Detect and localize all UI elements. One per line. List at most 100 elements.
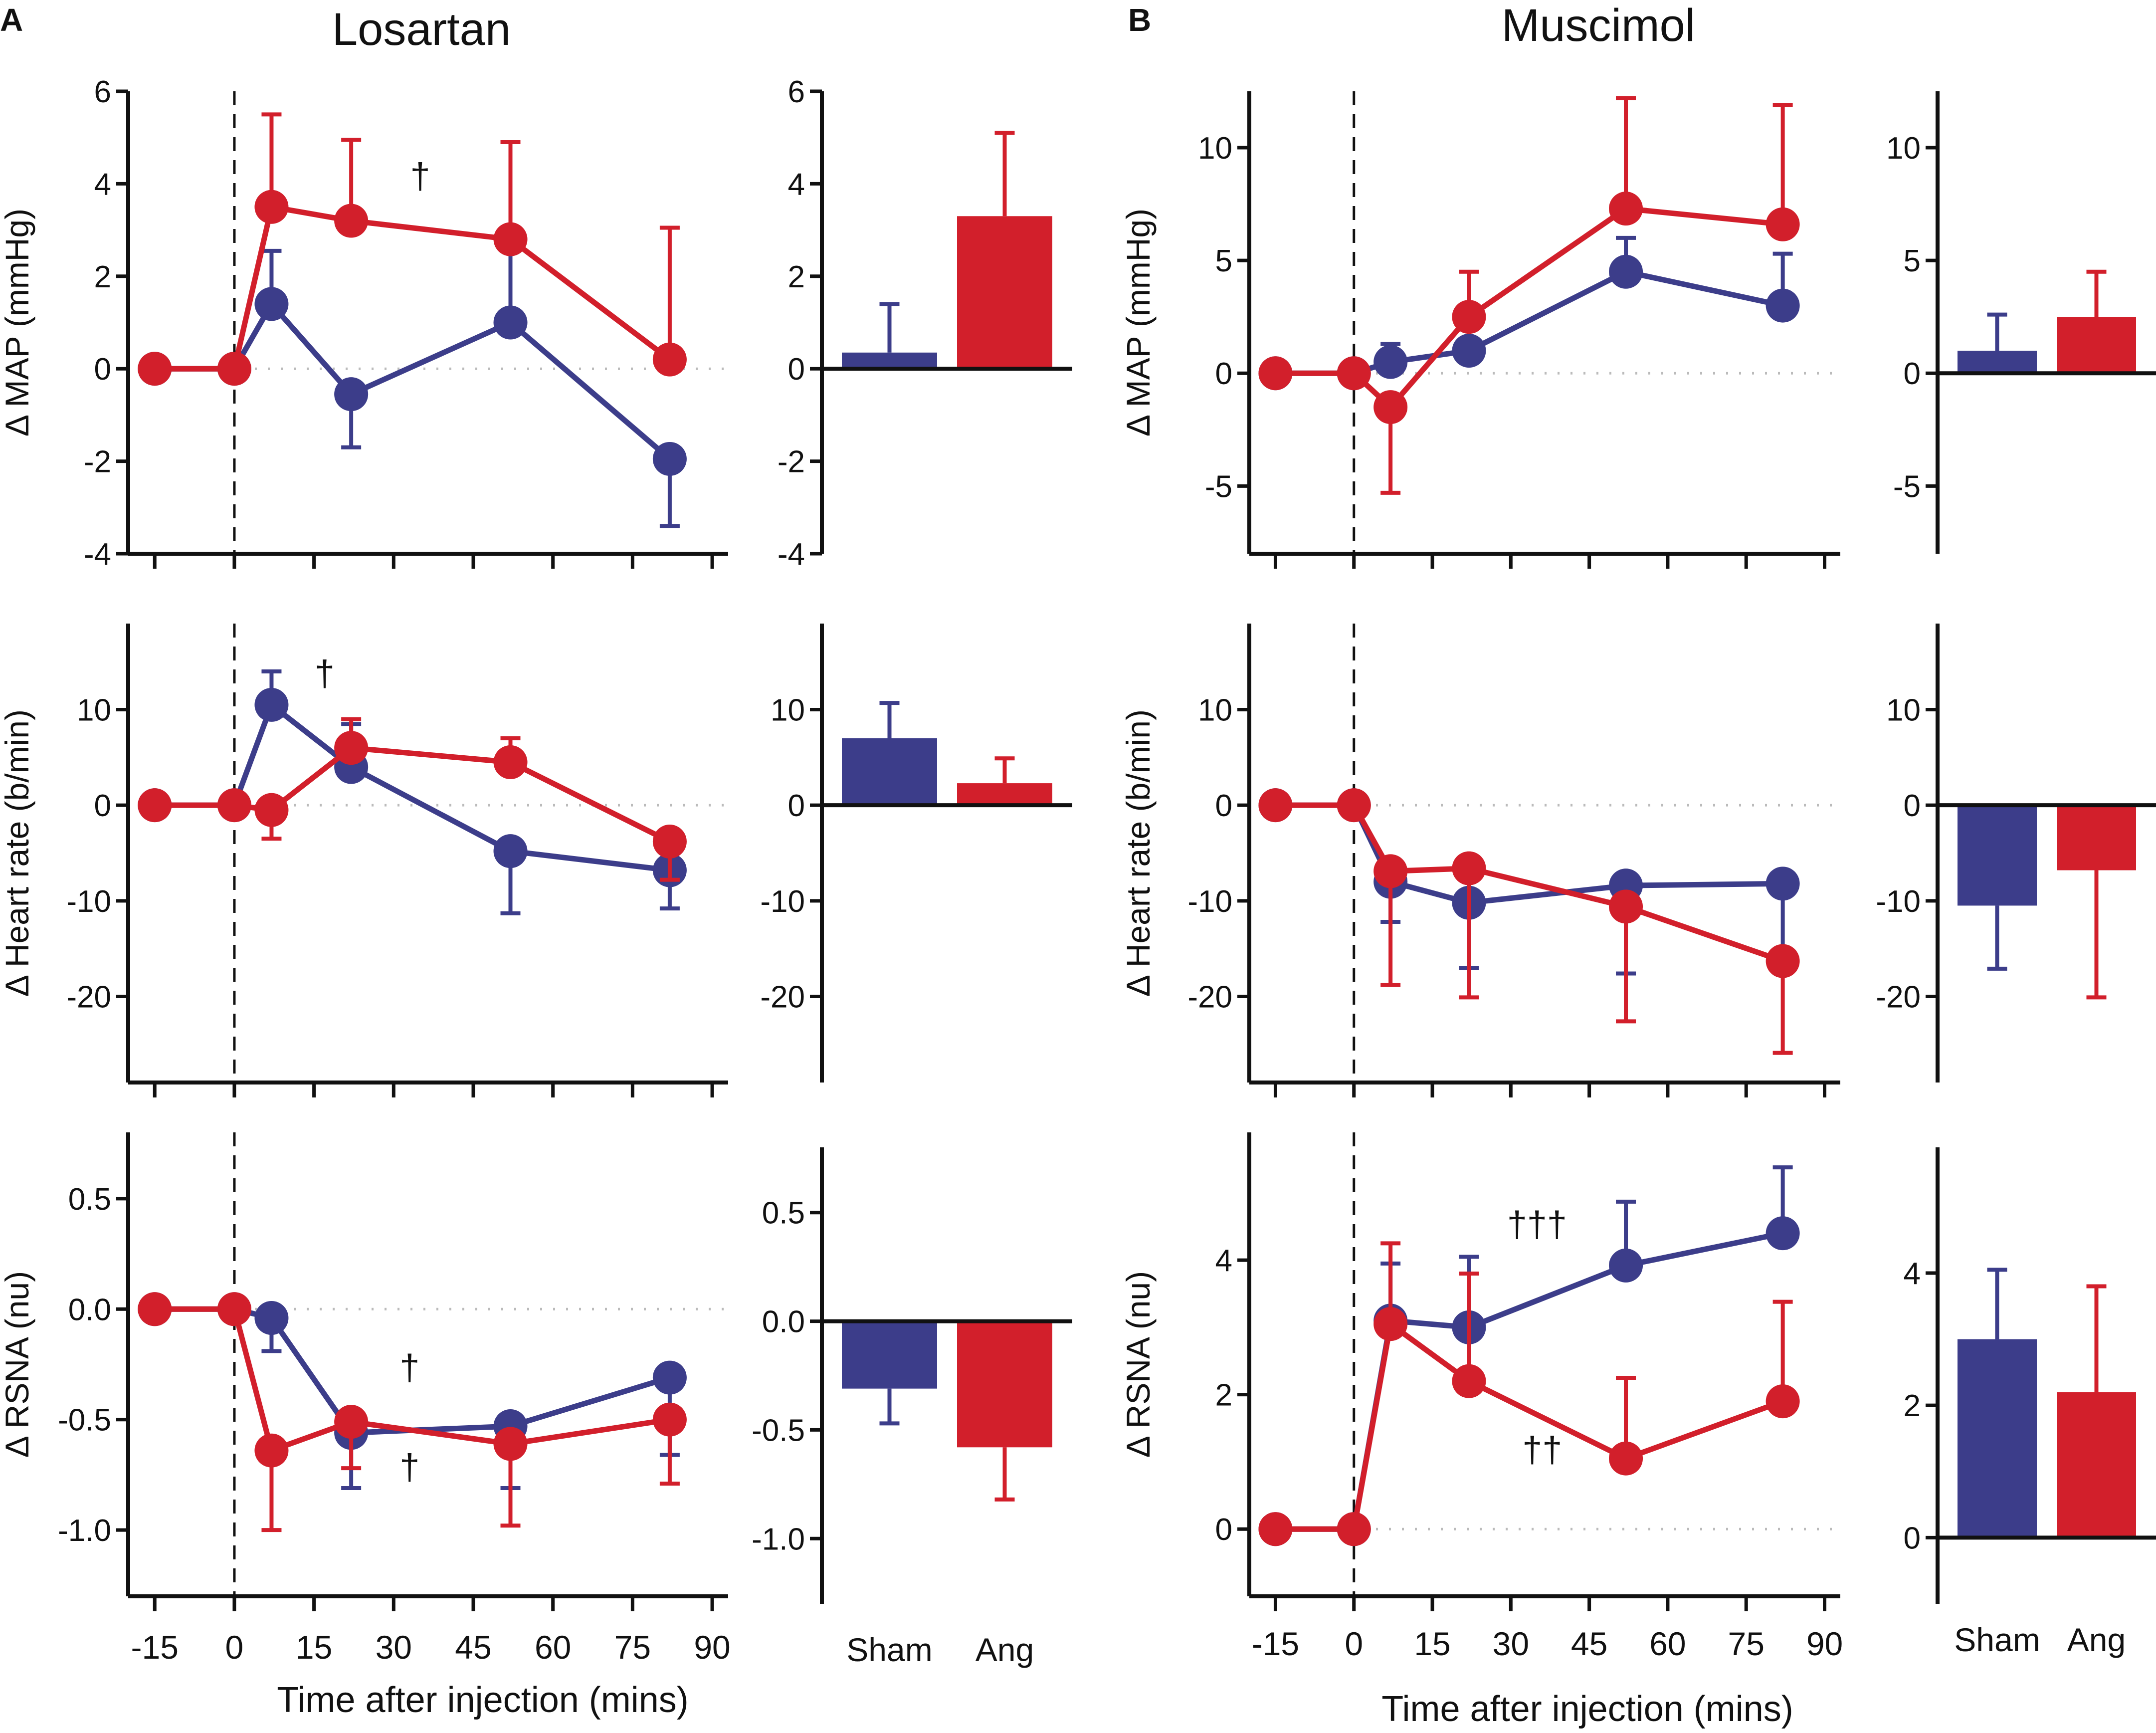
x-tick-label: -15 [1252, 1625, 1299, 1662]
bar-ang [2057, 805, 2136, 870]
y-tick-label: 0 [1215, 1513, 1232, 1547]
data-point [493, 745, 528, 779]
bar-ang [957, 783, 1052, 806]
data-point [1765, 288, 1800, 323]
line-chart-B-rsna-line: 420-15 0 15 30 45 60 75 90Δ RSNA (nu)††††† [1120, 1132, 1843, 1662]
data-point [1609, 254, 1643, 289]
category-label: Sham [1954, 1621, 2040, 1658]
y-tick-label: -20 [66, 980, 111, 1015]
x-tick-label: 60 [1649, 1625, 1686, 1662]
data-point [1337, 1512, 1371, 1546]
data-point [138, 788, 172, 823]
panel-letter-b: B [1128, 2, 1151, 38]
data-point [138, 352, 172, 386]
y-tick-label: -10 [1876, 884, 1921, 919]
y-tick-label: 0 [1904, 1521, 1921, 1555]
x-tick-label: 30 [376, 1629, 412, 1666]
category-label: Ang [976, 1631, 1034, 1668]
series-ang [138, 112, 687, 386]
data-point [217, 788, 251, 823]
y-tick-label: -20 [760, 980, 805, 1015]
y-tick-label: 10 [1886, 131, 1921, 166]
title-losartan: Losartan [332, 4, 511, 55]
y-tick-label: 0 [94, 789, 111, 823]
y-tick-label: 10 [1886, 693, 1921, 728]
data-point [254, 1301, 289, 1335]
data-point [334, 731, 369, 765]
category-label: Sham [846, 1631, 932, 1668]
y-tick-label: 5 [1904, 244, 1921, 278]
y-tick-label: -5 [1205, 469, 1232, 504]
data-point [217, 1292, 251, 1326]
title-muscimol: Muscimol [1502, 0, 1695, 51]
series-ang [1258, 1241, 1800, 1546]
y-tick-label: 4 [1215, 1244, 1232, 1278]
x-tick-label: -15 [131, 1629, 179, 1666]
data-point [1373, 854, 1408, 888]
data-point [1337, 356, 1371, 391]
x-tick-label: 90 [1806, 1625, 1843, 1662]
data-point [652, 825, 687, 859]
y-tick-label: 2 [94, 260, 111, 294]
series-ang [1258, 96, 1800, 495]
series-ang [1258, 788, 1800, 1055]
data-point [1258, 1512, 1293, 1546]
bar-sham [842, 352, 937, 369]
bar-sham [1958, 805, 2037, 906]
x-tick-label: 0 [1345, 1625, 1363, 1662]
x-axis-label-losartan: Time after injection (mins) [277, 1680, 689, 1720]
data-point [493, 222, 528, 256]
x-tick-label: 30 [1493, 1625, 1529, 1662]
data-point [493, 1427, 528, 1461]
y-axis-title: Δ RSNA (nu) [0, 1271, 35, 1458]
bar-chart-A-map-bar: 6 4 2 0 -2 -4 [778, 75, 1072, 572]
y-tick-label: 0.5 [762, 1196, 805, 1231]
bar-sham [1958, 1339, 2037, 1538]
y-tick-label: 6 [788, 75, 805, 109]
data-point [1258, 788, 1293, 823]
y-tick-label: -20 [1187, 980, 1232, 1015]
y-tick-label: 0 [788, 789, 805, 823]
y-tick-label: 10 [77, 693, 111, 728]
x-tick-label: 45 [1571, 1625, 1607, 1662]
y-axis-title: Δ MAP (mmHg) [1120, 209, 1157, 436]
data-point [652, 1402, 687, 1437]
y-tick-label: 4 [788, 167, 805, 202]
y-tick-label: -20 [1876, 980, 1921, 1015]
y-tick-label: -0.5 [58, 1403, 111, 1438]
data-point [1765, 207, 1800, 241]
line-chart-A-hr-line: 10 0 -10 -20 Δ Heart rate (b/min) † [0, 624, 728, 1097]
y-tick-label: 5 [1215, 244, 1232, 278]
y-tick-label: 4 [1904, 1257, 1921, 1291]
y-tick-label: -2 [778, 445, 805, 479]
significance-marker: † [315, 654, 335, 694]
x-tick-label: 45 [455, 1629, 491, 1666]
y-axis-title: Δ RSNA (nu) [1120, 1271, 1157, 1458]
data-point [1609, 1441, 1643, 1476]
y-tick-label: -1.0 [752, 1522, 805, 1556]
data-point [1337, 788, 1371, 823]
y-tick-label: -2 [84, 445, 111, 479]
y-tick-label: 0 [94, 352, 111, 387]
x-tick-label: 0 [225, 1629, 244, 1666]
line-chart-B-hr-line: 10 0 -10 -20 Δ Heart rate (b/min) [1120, 624, 1840, 1097]
data-point [652, 1360, 687, 1395]
y-tick-label: 0 [1904, 357, 1921, 391]
x-tick-label: 15 [1414, 1625, 1450, 1662]
bar-sham [842, 738, 937, 806]
series-ang [138, 717, 687, 882]
data-point [652, 342, 687, 377]
line-chart-A-rsna-line: 0.5 0.0 -0.5 -1.0 -15 0 15 30 45 60 75 90 Δ RSNA (nu… [0, 1132, 731, 1666]
data-point [1452, 851, 1486, 885]
bar-ang [957, 216, 1052, 369]
bar-sham [842, 1321, 937, 1389]
y-tick-label: 10 [1198, 131, 1232, 166]
y-tick-label: -0.5 [752, 1413, 805, 1448]
data-point [1765, 944, 1800, 978]
x-tick-label: 60 [535, 1629, 571, 1666]
significance-marker: † [399, 1447, 419, 1487]
data-point [1373, 390, 1408, 425]
line-chart-A-map-line: 6 4 2 0 -2 -4 Δ MAP (mmHg) † [0, 75, 728, 572]
data-point [1373, 345, 1408, 379]
